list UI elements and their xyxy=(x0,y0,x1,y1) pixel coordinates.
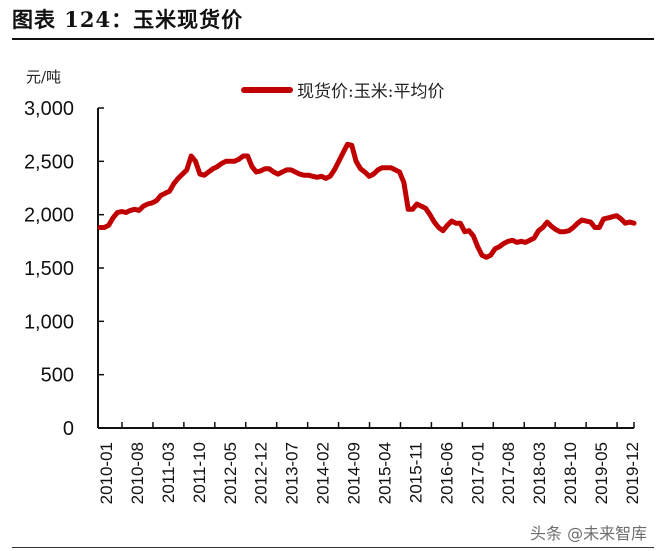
x-tick-label: 2015-04 xyxy=(375,442,394,504)
y-tick-label: 0 xyxy=(63,418,74,440)
legend-label: 现货价:玉米:平均价 xyxy=(297,82,444,102)
y-tick-label: 3,000 xyxy=(24,98,74,120)
y-tick-label: 1,500 xyxy=(24,258,74,280)
x-tick-label: 2011-03 xyxy=(159,442,178,503)
x-tick-label: 2018-03 xyxy=(530,442,549,504)
y-axis-ticks: 0 500 1,000 1,500 2,000 2,500 3,000 xyxy=(24,98,104,440)
x-tick-label: 2010-08 xyxy=(128,442,147,504)
x-tick-label: 2017-08 xyxy=(499,442,518,504)
x-tick-label: 2014-09 xyxy=(345,442,364,504)
chart-title: 图表 124：玉米现货价 xyxy=(12,7,244,32)
y-tick-label: 2,500 xyxy=(24,151,74,173)
x-tick-label: 2014-02 xyxy=(314,442,333,504)
y-tick-label: 500 xyxy=(41,365,74,387)
legend: 现货价:玉米:平均价 xyxy=(241,82,444,102)
chart-axes xyxy=(97,108,634,429)
x-tick-label: 2012-05 xyxy=(221,442,240,504)
y-tick-label: 2,000 xyxy=(24,205,74,227)
x-tick-label: 2012-12 xyxy=(252,442,271,504)
x-axis-ticks: 2010-01 2010-08 2011-03 2011-10 2012-05 2012-… xyxy=(97,422,642,504)
x-tick-label: 2019-05 xyxy=(592,442,611,504)
title-divider xyxy=(12,38,654,40)
y-axis-unit-label: 元/吨 xyxy=(26,68,62,86)
x-tick-label: 2019-12 xyxy=(623,442,642,504)
watermark: 头条 @未来智库 xyxy=(530,524,648,543)
x-tick-label: 2017-01 xyxy=(468,442,487,504)
bottom-divider xyxy=(12,547,654,548)
x-tick-label: 2011-10 xyxy=(190,442,209,503)
x-tick-label: 2016-06 xyxy=(437,442,456,504)
x-tick-label: 2015-11 xyxy=(406,442,425,503)
x-tick-label: 2013-07 xyxy=(283,442,302,504)
x-tick-label: 2010-01 xyxy=(97,442,116,504)
series-line-corn-spot-price xyxy=(97,141,637,260)
y-tick-label: 1,000 xyxy=(24,311,74,333)
x-tick-label: 2018-10 xyxy=(561,442,580,504)
